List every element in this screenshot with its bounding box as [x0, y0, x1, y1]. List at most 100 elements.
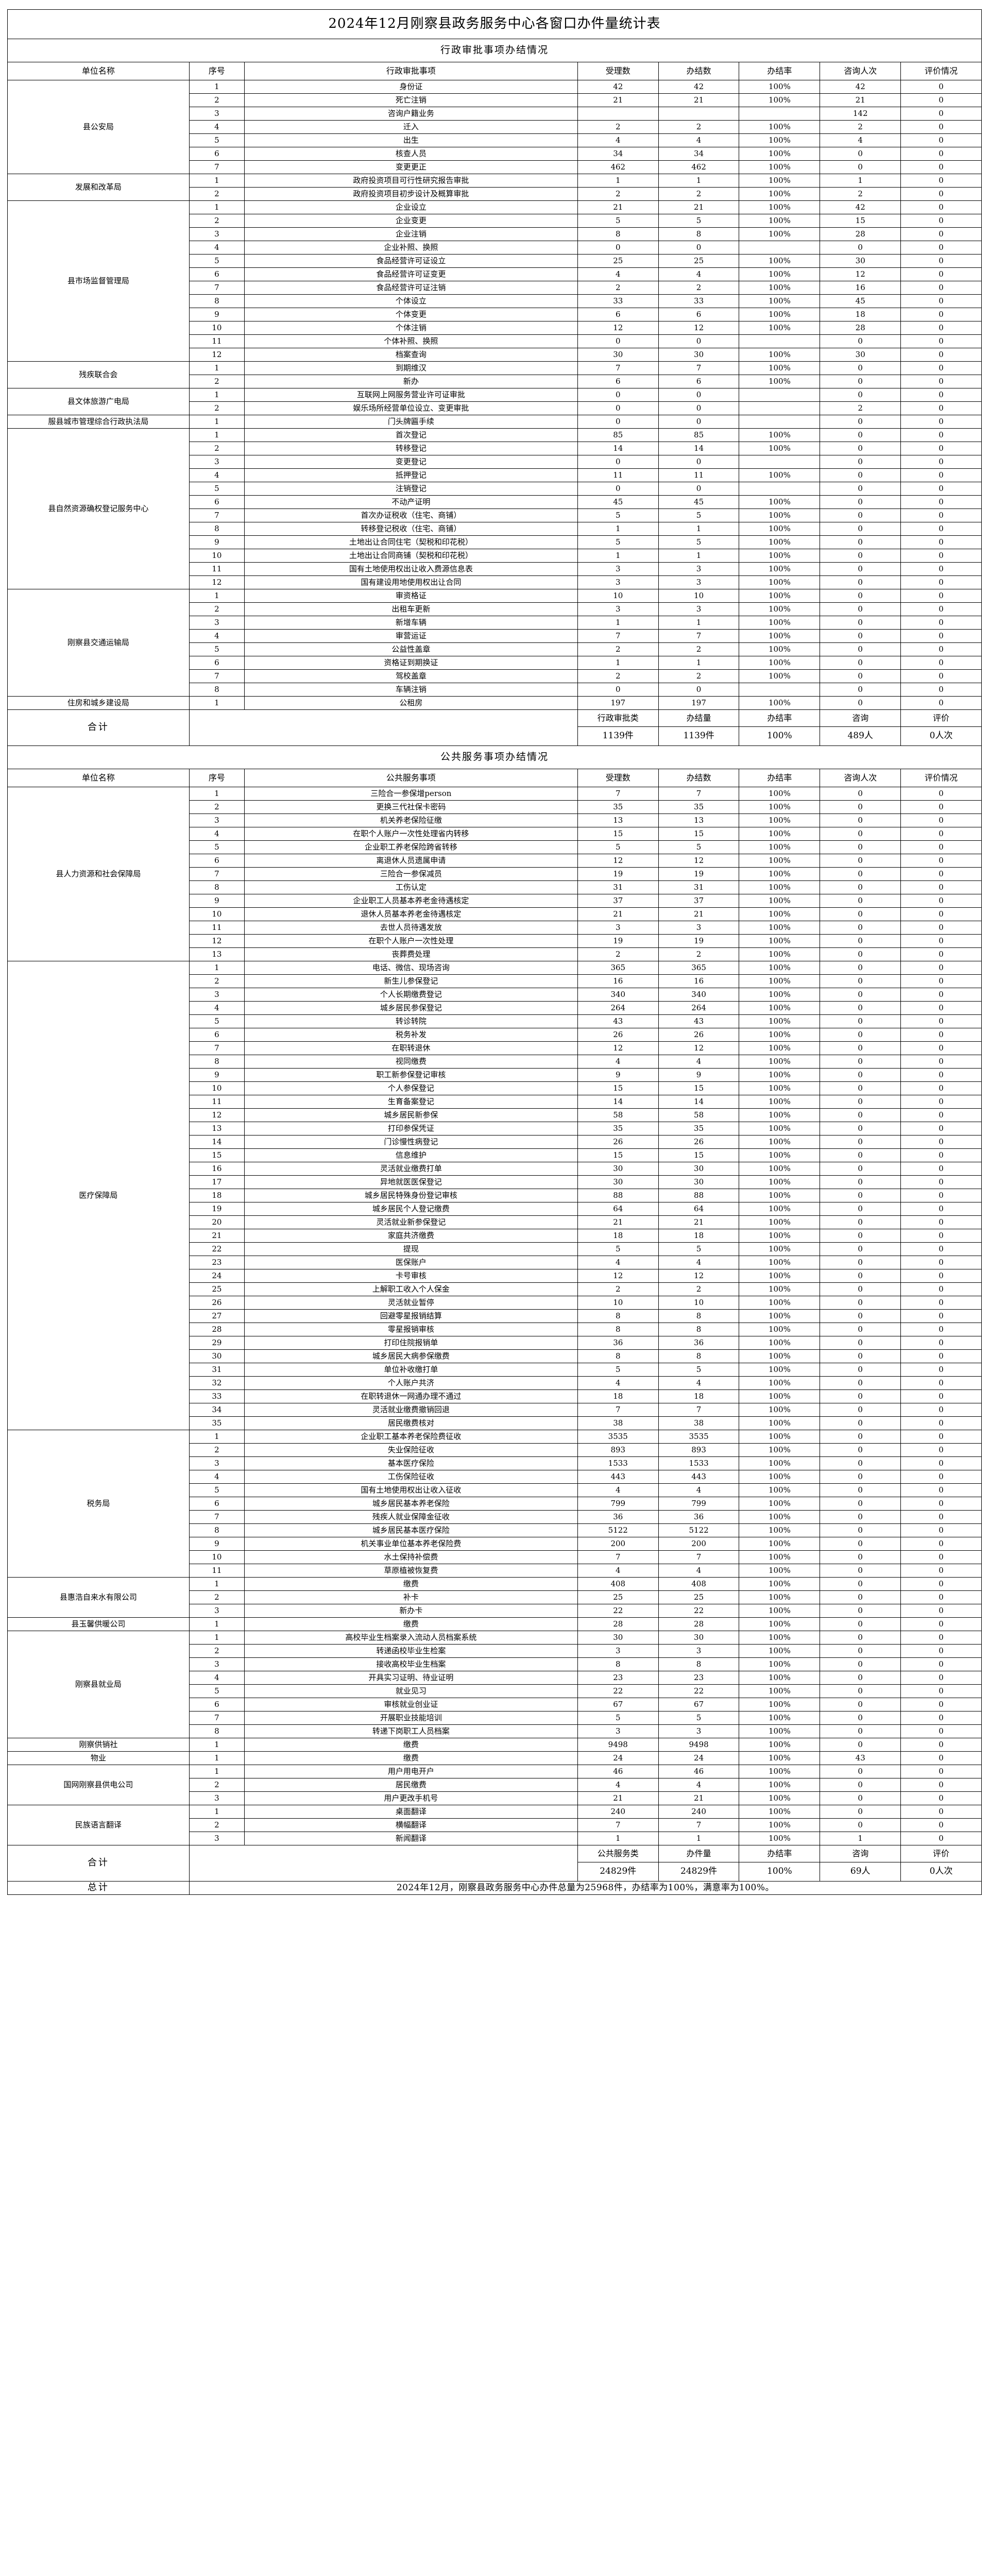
table-row: 20 灵活就业新参保登记 21 21 100% 0 0 [8, 1215, 982, 1229]
evaluation-cell: 0 [900, 934, 982, 948]
completion-rate-cell: 100% [739, 1577, 821, 1591]
table-row: 27 回避零星报销结算 8 8 100% 0 0 [8, 1309, 982, 1323]
evaluation-cell: 0 [900, 616, 982, 630]
consultation-count-cell: 0 [820, 1175, 901, 1189]
accepted-count-cell: 5 [577, 509, 659, 522]
evaluation-cell: 0 [900, 227, 982, 241]
sequence-cell: 34 [189, 1403, 245, 1417]
evaluation-cell: 0 [900, 1095, 982, 1109]
sequence-cell: 1 [189, 787, 245, 801]
completion-rate-cell [739, 683, 821, 697]
completion-rate-cell: 100% [739, 814, 821, 827]
consultation-count-cell: 0 [820, 840, 901, 854]
evaluation-cell: 0 [900, 1604, 982, 1618]
completed-count-cell: 2 [658, 187, 740, 201]
consultation-count-cell: 0 [820, 961, 901, 975]
consultation-count-cell: 0 [820, 1604, 901, 1618]
section2-col-header: 办结率 [739, 769, 821, 787]
evaluation-cell: 0 [900, 575, 982, 589]
evaluation-cell: 0 [900, 1443, 982, 1457]
evaluation-cell: 0 [900, 254, 982, 268]
evaluation-cell: 0 [900, 1430, 982, 1444]
evaluation-cell: 0 [900, 241, 982, 255]
accepted-count-cell: 15 [577, 1148, 659, 1162]
table-row: 3 新闻翻译 1 1 100% 1 0 [8, 1832, 982, 1845]
completion-rate-cell: 100% [739, 1122, 821, 1136]
service-item-cell: 灵活就业暂停 [244, 1296, 578, 1310]
completion-rate-cell: 100% [739, 787, 821, 801]
completion-rate-cell: 100% [739, 602, 821, 616]
completion-rate-cell: 100% [739, 1765, 821, 1778]
evaluation-cell: 0 [900, 1537, 982, 1551]
evaluation-cell: 0 [900, 1818, 982, 1832]
sequence-cell: 3 [189, 107, 245, 121]
evaluation-cell: 0 [900, 187, 982, 201]
accepted-count-cell: 5 [577, 535, 659, 549]
service-item-cell: 信息维护 [244, 1148, 578, 1162]
table-row: 8 车辆注销 0 0 0 0 [8, 683, 982, 697]
service-item-cell: 用户更改手机号 [244, 1791, 578, 1805]
accepted-count-cell: 33 [577, 294, 659, 308]
completion-rate-cell: 100% [739, 988, 821, 1002]
table-row: 4 工伤保险征收 443 443 100% 0 0 [8, 1470, 982, 1484]
evaluation-cell: 0 [900, 629, 982, 643]
completed-count-cell: 4 [658, 133, 740, 147]
section1-summary-blank [189, 709, 578, 746]
sequence-cell: 3 [189, 1791, 245, 1805]
table-row: 2 企业变更 5 5 100% 15 0 [8, 214, 982, 228]
sequence-cell: 4 [189, 1001, 245, 1015]
completion-rate-cell: 100% [739, 1148, 821, 1162]
accepted-count-cell: 10 [577, 1296, 659, 1310]
evaluation-cell: 0 [900, 1765, 982, 1778]
consultation-count-cell: 42 [820, 200, 901, 214]
completed-count-cell: 7 [658, 1550, 740, 1564]
accepted-count-cell: 19 [577, 934, 659, 948]
completed-count-cell: 36 [658, 1336, 740, 1350]
consultation-count-cell: 0 [820, 1443, 901, 1457]
sequence-cell: 1 [189, 1430, 245, 1444]
completion-rate-cell: 100% [739, 1657, 821, 1671]
completed-count-cell: 14 [658, 1095, 740, 1109]
consultation-count-cell: 2 [820, 401, 901, 415]
service-item-cell: 失业保险征收 [244, 1443, 578, 1457]
consultation-count-cell: 28 [820, 321, 901, 335]
sequence-cell: 6 [189, 147, 245, 161]
title-row: 2024年12月刚察县政务服务中心各窗口办件量统计表 [7, 9, 982, 39]
completed-count-cell: 3 [658, 1644, 740, 1658]
accepted-count-cell: 18 [577, 1389, 659, 1403]
service-item-cell: 在职转退休 [244, 1041, 578, 1055]
consultation-count-cell: 0 [820, 1671, 901, 1685]
consultation-count-cell: 0 [820, 1510, 901, 1524]
service-item-cell: 职工新参保登记审核 [244, 1068, 578, 1082]
table-row: 23 医保账户 4 4 100% 0 0 [8, 1256, 982, 1269]
sequence-cell: 10 [189, 1550, 245, 1564]
completion-rate-cell: 100% [739, 294, 821, 308]
completed-count-cell: 0 [658, 334, 740, 348]
sequence-cell: 1 [189, 1805, 245, 1819]
consultation-count-cell: 30 [820, 254, 901, 268]
completed-count-cell: 2 [658, 120, 740, 134]
completed-count-cell: 4 [658, 1256, 740, 1269]
sequence-cell: 5 [189, 840, 245, 854]
completed-count-cell: 25 [658, 1590, 740, 1604]
sequence-cell: 11 [189, 921, 245, 935]
table-row: 6 税务补发 26 26 100% 0 0 [8, 1028, 982, 1042]
section2-summary-value: 24829件 [658, 1862, 740, 1882]
completed-count-cell: 21 [658, 93, 740, 107]
accepted-count-cell: 6 [577, 308, 659, 321]
sequence-cell: 8 [189, 880, 245, 894]
completion-rate-cell: 100% [739, 200, 821, 214]
service-item-cell: 电话、微信、现场咨询 [244, 961, 578, 975]
consultation-count-cell: 0 [820, 562, 901, 576]
accepted-count-cell: 8 [577, 1309, 659, 1323]
unit-name-cell: 发展和改革局 [7, 174, 190, 201]
service-item-cell: 公租房 [244, 696, 578, 710]
accepted-count-cell: 24 [577, 1751, 659, 1765]
completed-count-cell: 8 [658, 1309, 740, 1323]
service-item-cell: 残疾人就业保障金征收 [244, 1510, 578, 1524]
accepted-count-cell: 462 [577, 160, 659, 174]
service-item-cell: 变更更正 [244, 160, 578, 174]
service-item-cell: 横幅翻译 [244, 1818, 578, 1832]
sequence-cell: 10 [189, 1081, 245, 1095]
completed-count-cell: 12 [658, 1041, 740, 1055]
